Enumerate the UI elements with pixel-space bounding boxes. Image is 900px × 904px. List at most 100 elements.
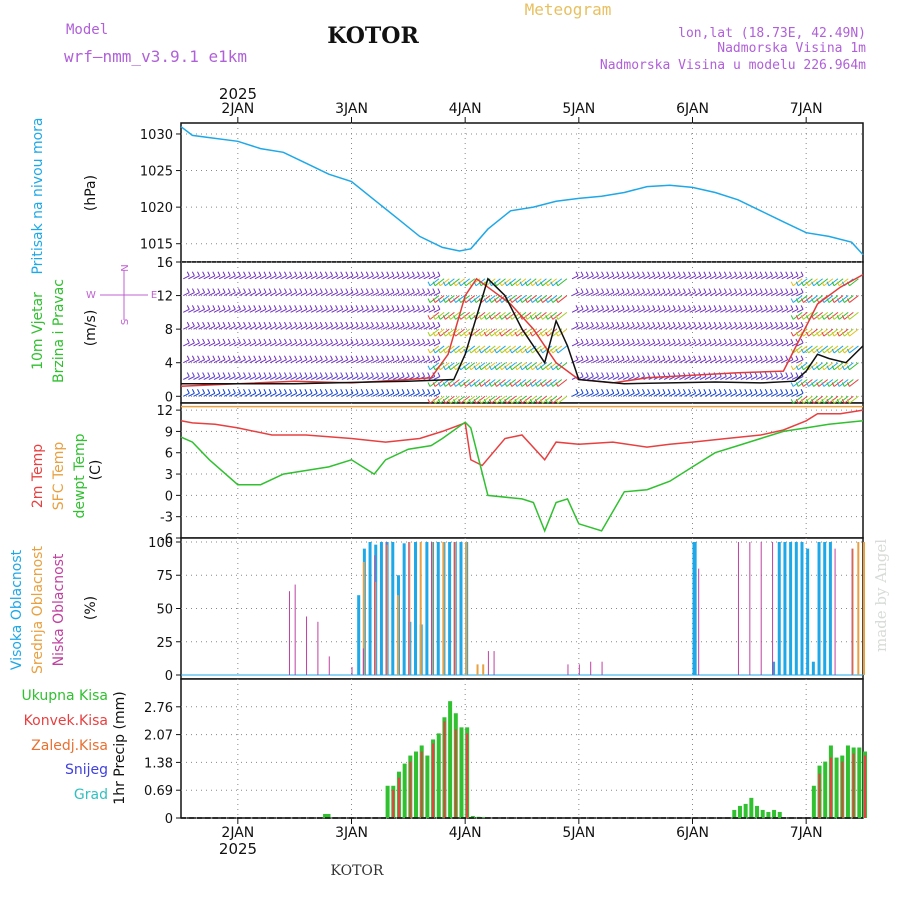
wind-barb-flag [309,338,313,344]
wind-barb [218,376,226,380]
wind-barb-flag [340,305,344,310]
wind-barb-flag [611,372,615,377]
wind-barb-flag [723,321,727,327]
wind-barb [592,325,599,330]
wind-barb-flag [519,348,523,354]
wind-barb-flag [376,355,379,360]
wind-barb-flag [749,372,753,377]
precip-bar [829,757,832,818]
wind-barb [506,328,517,337]
wind-barb-flag [816,331,820,337]
wind-barb-flag [519,382,523,387]
wind-barb [316,308,323,313]
wind-barb [310,376,318,380]
wind-barb-flag [248,355,252,360]
wind-barb [813,379,823,387]
wind-barb-flag [253,338,257,344]
wind-barb-flag [411,305,415,310]
wind-barb-flag [790,372,794,377]
wind-barb [571,275,579,280]
cloud-bar [385,541,387,676]
wind-barb [300,292,308,297]
wind-barb-flag [324,305,328,310]
wind-barb-flag [739,389,743,394]
wind-barb-flag [432,331,436,337]
wind-barb [480,311,491,320]
wind-barb [668,325,676,330]
wind-barb-flag [647,389,651,394]
wind-barb-flag [811,281,815,287]
wind-barb-flag [355,271,359,277]
wind-barb [602,342,609,347]
wind-barb-flag [278,271,282,277]
wind-barb [720,325,727,330]
wind-barb [270,275,277,280]
wind-barb [229,308,236,313]
wind-barb-flag [309,389,313,394]
wind-barb-flag [432,281,436,287]
wind-barb-flag [427,389,431,394]
wind-barb [351,342,359,347]
wind-barb-flag [847,315,850,320]
precipitation-ytick-label: 2.07 [144,729,173,744]
wind-barb-flag [370,372,374,377]
wind-barb [331,275,338,280]
wind-barb-flag [191,271,195,277]
wind-barb [689,359,696,364]
wind-barb-flag [504,331,508,337]
cloud-bar [459,541,463,676]
wind-barb [275,275,282,280]
wind-barb [234,325,241,330]
wind-barb [823,278,834,287]
wind-barb [382,308,389,313]
wind-barb-flag [248,305,252,310]
wind-barb-flag [529,331,533,337]
wind-barb-flag [324,288,328,293]
cloud-bar [379,541,383,676]
wind-barb [372,342,379,347]
wind-barb-flag [806,281,809,287]
wind-barb [755,359,763,364]
wind-barb [198,392,205,397]
wind-barb [735,292,742,297]
wind-barb-flag [647,305,651,310]
cloud-bar [828,541,832,676]
wind-barb-flag [422,288,426,293]
wind-barb [653,359,661,364]
wind-barb-flag [253,271,257,277]
wind-barb [326,376,333,380]
wind-barb-flag [381,355,385,360]
wind-barb [491,311,501,320]
wind-barb-flag [672,271,676,277]
wind-barb-flag [795,288,799,293]
wind-barb [587,325,594,330]
wind-barb [198,275,205,280]
wind-barb [249,359,256,364]
wind-barb [234,308,241,313]
wind-barb [475,295,486,303]
precip-bar [397,777,400,818]
wind-barb [823,311,834,320]
wind-barb [740,275,748,280]
wind-barb-flag [677,355,681,360]
temperature-ytick-label: 6 [165,447,173,462]
wind-barb [735,275,742,280]
wind-barb-flag [718,338,722,344]
wind-barb [382,342,389,347]
wind-barb-flag [335,321,339,327]
wind-barb [633,292,640,297]
wind-barb [537,379,547,387]
wind-barb-flag [437,399,441,404]
precip-bar [425,755,430,818]
wind-barb-flag [677,321,681,327]
wind-barb [735,308,742,313]
wind-barb-flag [232,305,236,310]
wind-barb-flag [309,305,313,310]
wind-barb-flag [841,298,845,303]
wind-barb-flag [795,331,799,337]
wind-barb-flag [391,338,395,344]
wind-barb [367,308,374,313]
wind-barb-flag [355,321,359,327]
wind-barb [455,278,465,287]
wind-barb [213,275,221,280]
